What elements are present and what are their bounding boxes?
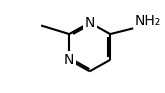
Text: N: N (84, 16, 95, 30)
Text: N: N (64, 53, 74, 67)
Text: NH₂: NH₂ (134, 14, 161, 28)
